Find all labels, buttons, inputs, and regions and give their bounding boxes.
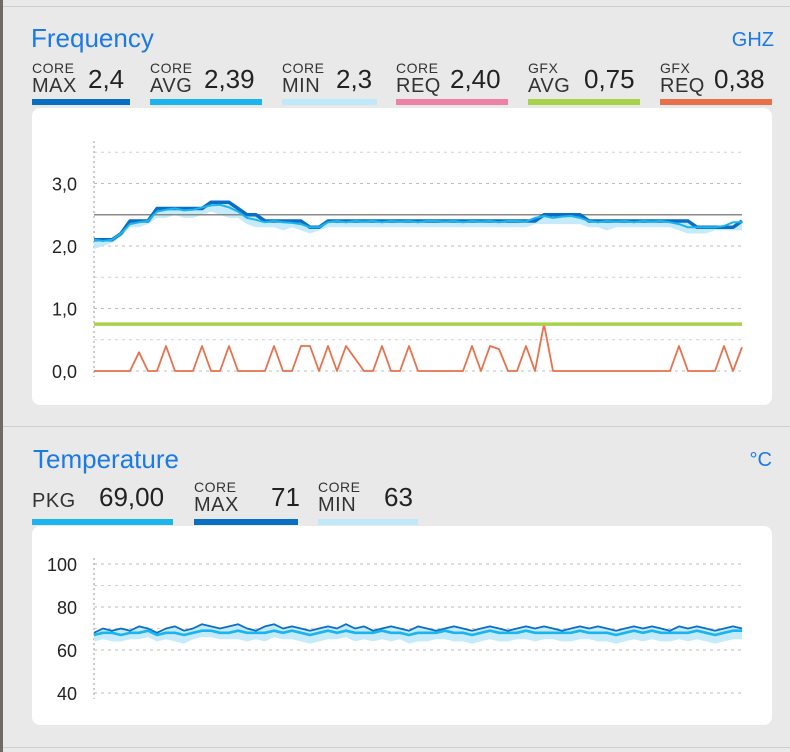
metric-color-bar: [396, 99, 508, 105]
y-tick-label: 80: [57, 598, 77, 618]
divider-bottom: [3, 747, 790, 748]
series-line-pkg: [93, 629, 742, 637]
metric-gfx-req: GFX REQ 0,38: [660, 58, 772, 106]
frequency-chart-card: 3,0 2,0 1,0 0,0: [32, 108, 772, 405]
series-line-core-max: [93, 623, 743, 634]
metric-core-min-temp: CORE MIN 63: [318, 479, 418, 527]
metric-big-label: MAX: [194, 494, 239, 516]
metric-value: 2,4: [88, 64, 125, 94]
metric-value: 0,38: [714, 64, 765, 94]
metric-pkg: PKG 69,00: [32, 479, 173, 527]
core-min-max-band: [94, 202, 742, 250]
metric-big-label: REQ: [660, 75, 705, 97]
metric-small-label: CORE: [150, 60, 193, 76]
metric-small-label: CORE: [194, 479, 237, 495]
metric-value: 63: [384, 482, 413, 512]
y-tick-label: 0,0: [52, 362, 77, 382]
metric-big-label: MIN: [318, 494, 357, 516]
metric-core-max: CORE MAX 2,4: [32, 58, 130, 106]
y-tick-label: 3,0: [52, 175, 77, 195]
frequency-title: Frequency: [31, 23, 154, 53]
metric-core-req: CORE REQ 2,40: [396, 58, 508, 106]
y-tick-label: 2,0: [52, 237, 77, 257]
frequency-unit: GHZ: [731, 29, 774, 51]
metric-core-max-temp: CORE MAX 71: [194, 479, 300, 527]
metric-color-bar: [32, 519, 173, 525]
metric-value: 2,3: [336, 64, 373, 94]
y-tick-label: 40: [57, 684, 77, 704]
metric-small-label: CORE: [318, 479, 361, 495]
temperature-title: Temperature: [33, 444, 179, 474]
divider-top: [3, 6, 790, 7]
metric-small-label: GFX: [528, 60, 559, 76]
metric-big-label: MAX: [32, 75, 77, 97]
series-line-core-avg: [93, 203, 742, 242]
metric-value: 69,00: [99, 482, 165, 512]
metric-core-avg: CORE AVG 2,39: [150, 58, 262, 106]
window-left-edge: [0, 0, 3, 752]
metric-color-bar: [194, 519, 298, 525]
metric-value: 2,39: [204, 64, 255, 94]
metric-color-bar: [660, 99, 772, 105]
metric-big-label: AVG: [528, 75, 571, 97]
metric-value: 71: [271, 482, 300, 512]
metric-small-label: CORE: [396, 60, 439, 76]
metric-core-min: CORE MIN 2,3: [282, 58, 377, 106]
metric-color-bar: [528, 99, 640, 105]
y-tick-label: 60: [57, 641, 77, 661]
temperature-unit: °C: [749, 449, 772, 471]
metric-small-label: GFX: [660, 60, 691, 76]
metric-gfx-avg: GFX AVG 0,75: [528, 58, 640, 106]
metric-small-label: CORE: [282, 60, 325, 76]
frequency-chart: 3,0 2,0 1,0 0,0: [52, 141, 744, 382]
y-tick-label: 1,0: [52, 300, 77, 320]
metric-color-bar: [318, 519, 418, 525]
divider-middle: [3, 426, 790, 427]
frequency-panel: Frequency GHZ CORE MAX 2,4 CORE AVG 2,39…: [3, 0, 790, 420]
metric-big-label: AVG: [150, 75, 193, 97]
metric-color-bar: [282, 99, 377, 105]
metric-small-label: CORE: [32, 60, 75, 76]
series-line-core-max: [94, 200, 744, 242]
metric-value: 0,75: [584, 64, 635, 94]
metric-value: 2,40: [450, 64, 501, 94]
temperature-panel: Temperature °C PKG 69,00 CORE MAX 71 COR…: [3, 427, 790, 745]
metric-big-label: MIN: [282, 75, 321, 97]
series-line-gfx-req: [94, 323, 743, 372]
temperature-chart: 100 80 60 40: [47, 555, 743, 704]
metric-big-label: PKG: [32, 490, 76, 512]
metric-color-bar: [32, 99, 130, 105]
metric-color-bar: [150, 99, 262, 105]
temperature-chart-card: 100 80 60 40: [32, 526, 772, 725]
y-tick-label: 100: [47, 555, 77, 575]
metric-big-label: REQ: [396, 75, 441, 97]
